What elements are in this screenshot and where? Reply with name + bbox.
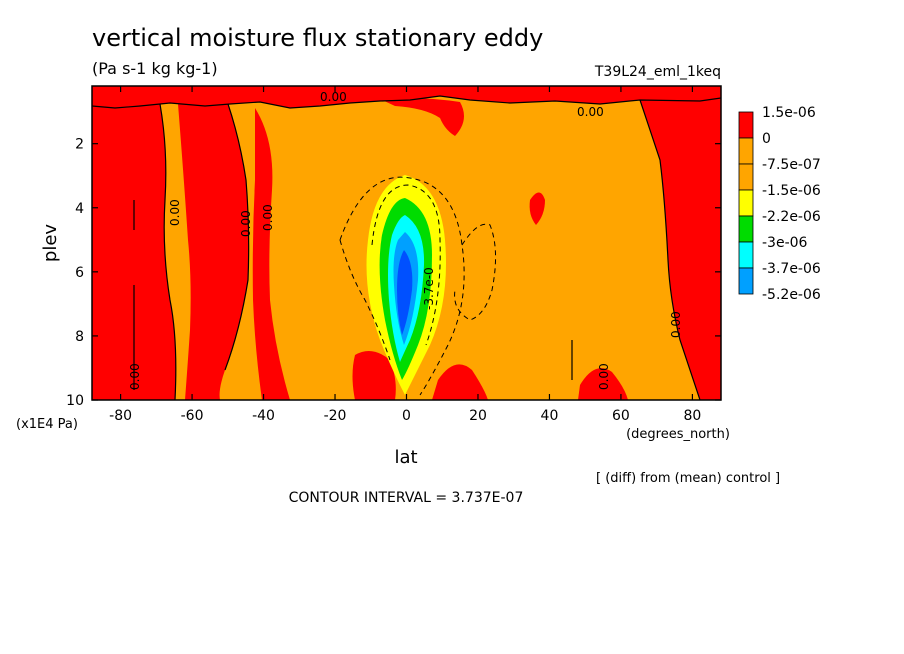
run-label: T39L24_eml_1keq — [594, 64, 721, 80]
contour-label: 0.00 — [597, 363, 611, 390]
x-tick-label: -80 — [109, 408, 132, 424]
x-tick-label: -20 — [324, 408, 347, 424]
x-tick-label: -60 — [181, 408, 204, 424]
bottom-right-lobe — [578, 368, 628, 400]
legend-label: -7.5e-07 — [762, 157, 821, 173]
legend-label: -5.2e-06 — [762, 287, 821, 303]
y-tick-label: 2 — [75, 137, 84, 153]
diff-note: [ (diff) from (mean) control ] — [596, 471, 780, 486]
contour-label: 0.00 — [261, 204, 275, 231]
axes: -80 -60 -40 -20 0 20 40 60 80 2 4 6 8 10 — [66, 86, 721, 424]
column-minus60-region — [178, 104, 249, 400]
plot-area: 0.00 0.00 0.00 0.00 0.00 0.00 0.00 0.00 … — [92, 86, 721, 400]
chart-title: vertical moisture flux stationary eddy — [92, 24, 543, 52]
legend-swatch — [738, 215, 754, 243]
legend-swatch — [738, 241, 754, 269]
left-column-region — [92, 104, 176, 400]
dashed-contour-right-loop — [454, 223, 497, 321]
contour-label: 0.00 — [168, 199, 182, 226]
negative-bullseye — [366, 175, 446, 395]
contour-label: 0.00 — [577, 105, 604, 119]
legend-label: -3e-06 — [762, 235, 808, 251]
x-axis-units: (degrees_north) — [626, 427, 730, 442]
small-blob-right — [529, 192, 545, 225]
y-tick-label: 6 — [75, 265, 84, 281]
right-column-region — [640, 98, 721, 400]
contour-label: 0.00 — [239, 210, 253, 237]
y-axis-units: (x1E4 Pa) — [16, 417, 78, 432]
x-tick-label: 80 — [683, 408, 701, 424]
contour-labels: 0.00 0.00 0.00 0.00 0.00 0.00 0.00 0.00 … — [128, 90, 683, 390]
contour-label: 0.00 — [128, 363, 142, 390]
top-center-lobe — [380, 98, 464, 136]
contour-interval-note: CONTOUR INTERVAL = 3.737E-07 — [289, 490, 524, 506]
contour-label: 0.00 — [320, 90, 347, 104]
legend-swatch — [738, 137, 754, 165]
x-tick-label: 20 — [469, 408, 487, 424]
y-tick-label: 4 — [75, 201, 84, 217]
y-tick-label: 8 — [75, 329, 84, 345]
legend-label: 1.5e-06 — [762, 105, 816, 121]
dashed-contour-inner — [371, 184, 441, 346]
dashed-contour-left-loop — [339, 239, 391, 361]
legend-label: -3.7e-06 — [762, 261, 821, 277]
chart-units: (Pa s-1 kg kg-1) — [92, 59, 218, 78]
legend-swatch — [738, 189, 754, 217]
legend-swatch — [738, 163, 754, 191]
zero-contour-top-band — [92, 95, 721, 109]
dashed-contour-outer — [339, 176, 465, 396]
color-legend: 1.5e-06 0 -7.5e-07 -1.5e-06 -2.2e-06 -3e-06 -3… — [738, 105, 821, 303]
y-axis-label: plev — [40, 224, 61, 263]
central-lobe-region — [352, 351, 396, 400]
zero-contour-left-column — [159, 103, 177, 400]
column-minus30-region — [252, 108, 290, 400]
blue-region — [397, 250, 413, 335]
x-tick-label: 60 — [612, 408, 630, 424]
x-tick-label: -40 — [252, 408, 275, 424]
x-axis-label: lat — [394, 447, 417, 468]
zero-contours — [92, 95, 721, 400]
legend-label: 0 — [762, 131, 771, 147]
contour-label: -3.7e-0 — [422, 267, 436, 310]
central-right-lobe — [432, 364, 488, 400]
contour-label: 0.00 — [669, 311, 683, 338]
legend-swatch — [738, 267, 754, 295]
positive-regions — [92, 86, 721, 400]
legend-label: -1.5e-06 — [762, 183, 821, 199]
dashed-contours — [339, 176, 497, 396]
zero-contour-right-column — [639, 99, 701, 400]
zero-contour-minus60-column — [224, 103, 250, 371]
legend-swatch — [738, 111, 754, 139]
x-tick-label: 40 — [541, 408, 559, 424]
y-tick-label: 10 — [66, 393, 84, 409]
x-tick-label: 0 — [402, 408, 411, 424]
legend-label: -2.2e-06 — [762, 209, 821, 225]
